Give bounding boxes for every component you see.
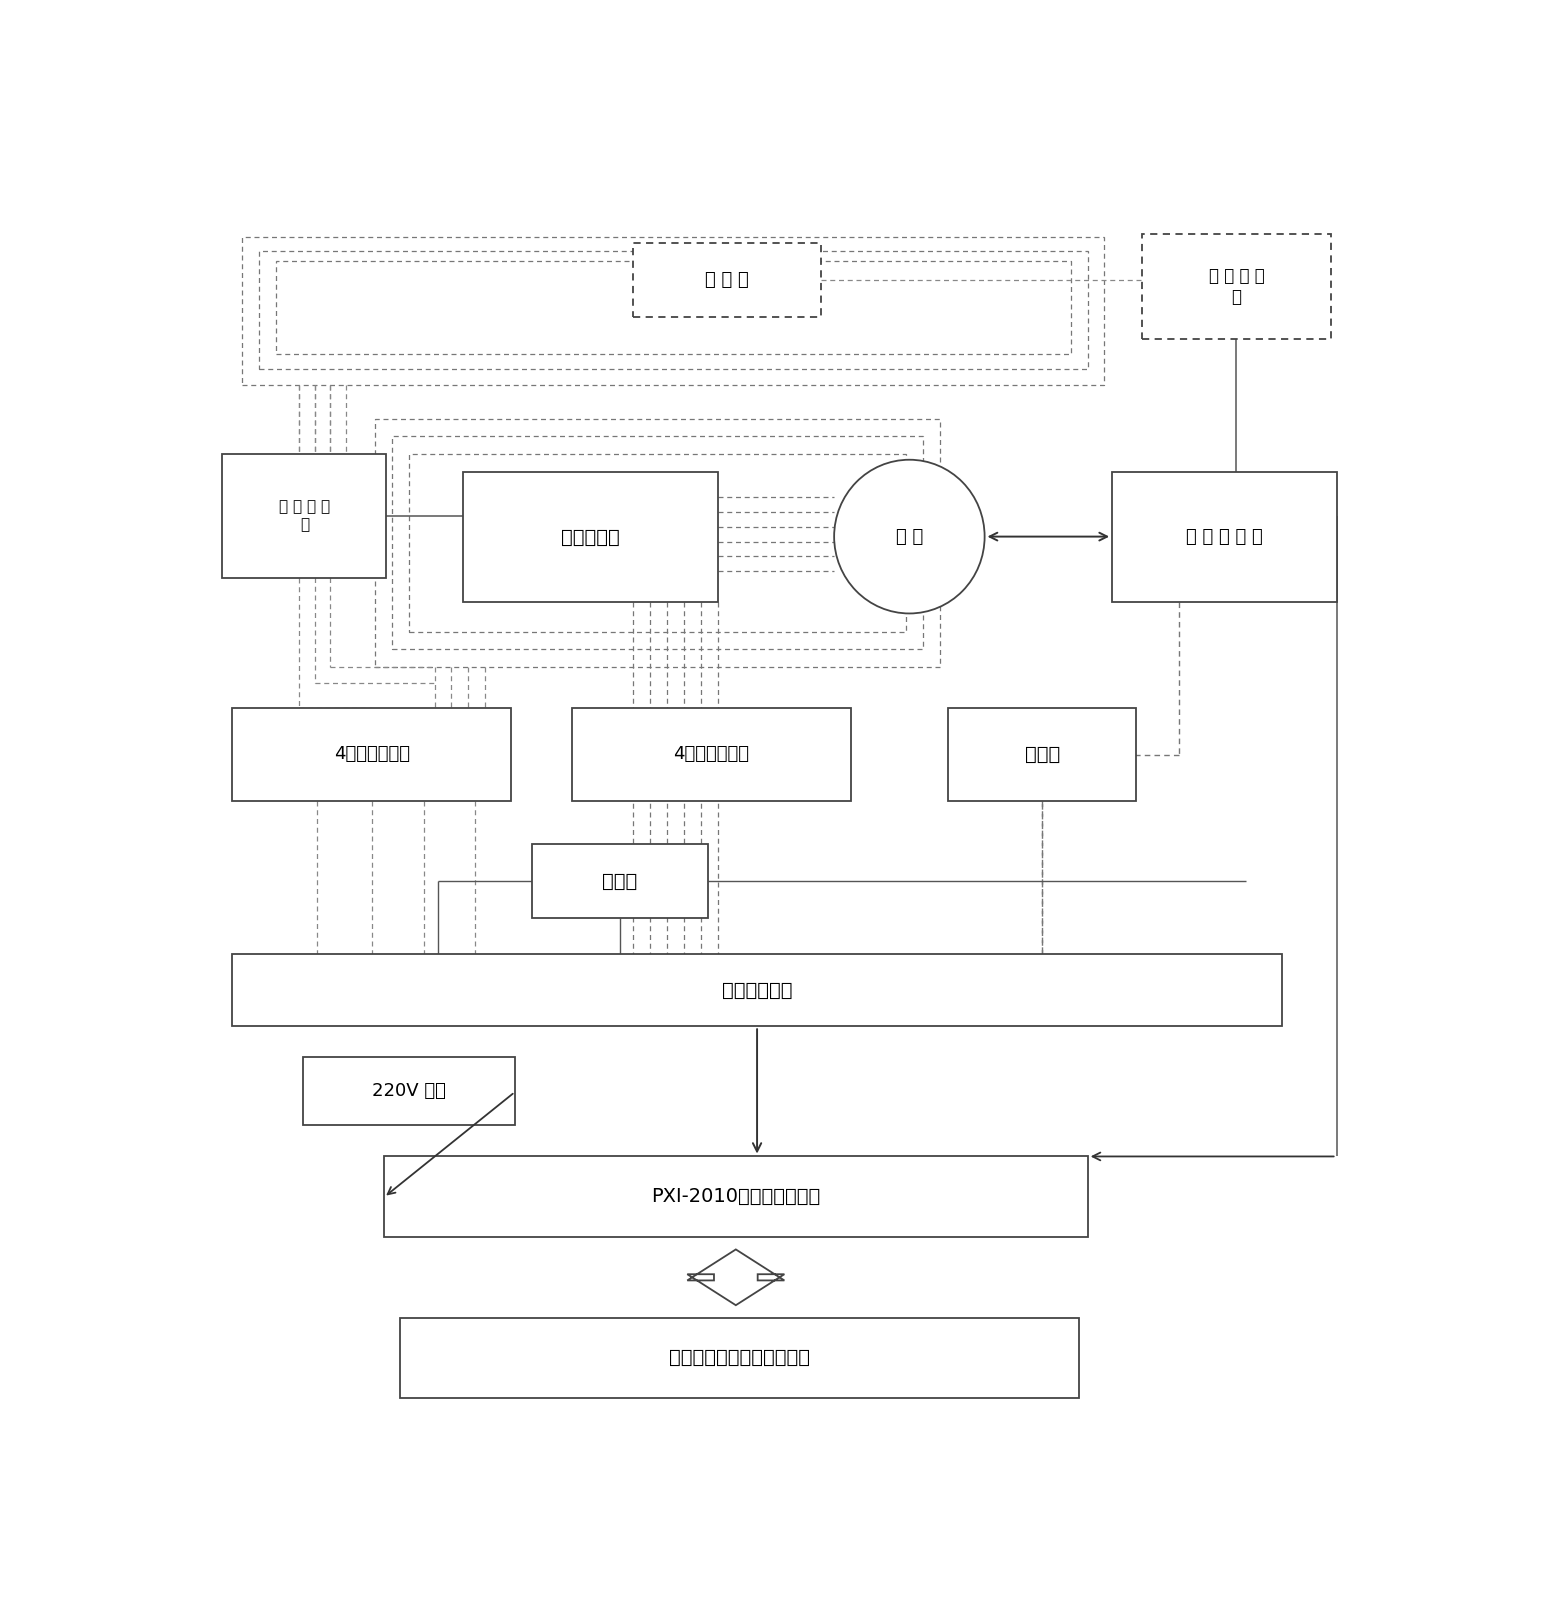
Text: 电 力 测 功 机: 电 力 测 功 机 (1185, 528, 1262, 546)
Bar (241, 237, 1104, 385)
Text: 220V 电源: 220V 电源 (371, 1082, 446, 1100)
Bar (399, 1317, 1079, 1397)
Bar (302, 1058, 515, 1125)
Text: 电机控制器: 电机控制器 (561, 528, 620, 547)
Text: 4个电压传感器: 4个电压传感器 (334, 745, 410, 763)
Bar (384, 1156, 1088, 1236)
Bar (376, 419, 940, 667)
Bar (464, 472, 717, 602)
Text: 转矩仪: 转矩仪 (1024, 745, 1060, 763)
Text: PXI-2010采集卡的工控机: PXI-2010采集卡的工控机 (651, 1187, 821, 1206)
Bar (1112, 472, 1337, 602)
Text: 电压源: 电压源 (603, 871, 637, 890)
Bar (232, 955, 1283, 1026)
Circle shape (835, 460, 985, 613)
Text: 数据采集系统软件操作界面: 数据采集系统软件操作界面 (669, 1349, 810, 1367)
Bar (633, 243, 821, 317)
Bar (409, 454, 905, 633)
Bar (572, 708, 852, 800)
Text: 4个电流传感器: 4个电流传感器 (673, 745, 750, 763)
Text: 整 流 变 压
器: 整 流 变 压 器 (1209, 267, 1264, 306)
Text: 信号调理电路: 信号调理电路 (722, 980, 792, 1000)
Text: 电 源 箱: 电 源 箱 (705, 270, 749, 288)
Bar (532, 844, 708, 918)
Bar (393, 436, 922, 649)
Bar (1143, 233, 1331, 340)
Bar (276, 261, 1071, 354)
Text: 整 流 变 压
器: 整 流 变 压 器 (279, 499, 330, 531)
Bar (222, 454, 387, 578)
Bar (949, 708, 1137, 800)
Bar (232, 708, 512, 800)
Polygon shape (687, 1249, 785, 1306)
Text: 电 机: 电 机 (896, 528, 922, 546)
Bar (258, 251, 1088, 369)
